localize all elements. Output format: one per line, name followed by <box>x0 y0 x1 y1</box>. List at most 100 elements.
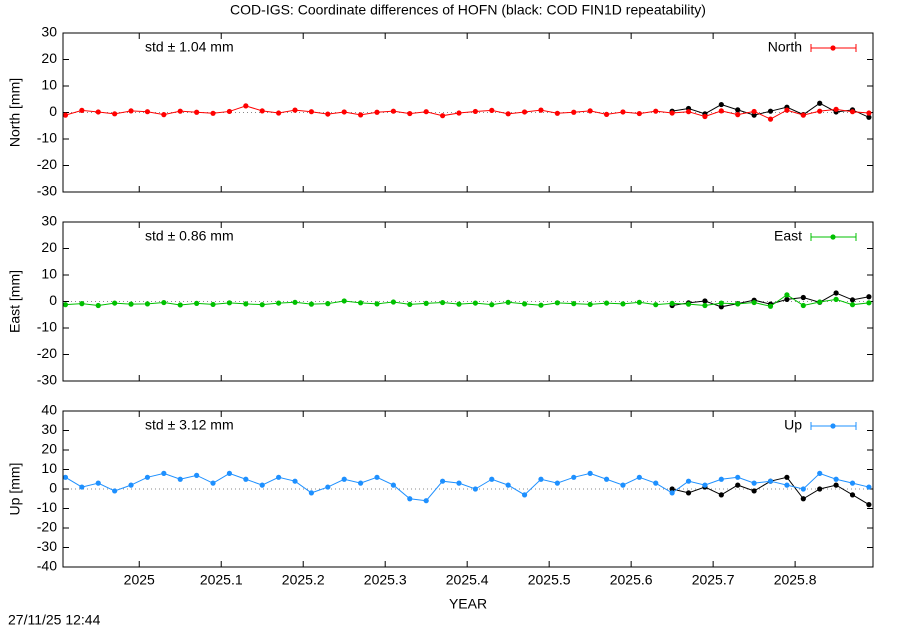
data-point <box>95 302 101 309</box>
data-point <box>390 299 396 305</box>
plot-frame <box>62 410 874 568</box>
data-point <box>423 300 429 306</box>
data-point <box>62 112 69 118</box>
series-line <box>65 294 869 307</box>
plot-frame <box>62 32 874 193</box>
data-point <box>456 480 462 486</box>
data-point <box>866 300 872 306</box>
data-point <box>521 492 528 498</box>
data-point <box>554 110 560 116</box>
data-point <box>767 478 774 484</box>
y-tick-label: -20 <box>37 156 57 172</box>
data-point <box>554 480 560 486</box>
data-point <box>308 490 315 496</box>
data-point <box>276 300 282 306</box>
legend-marker <box>830 423 836 429</box>
data-point <box>243 476 249 482</box>
y-tick-label: 0 <box>49 292 57 308</box>
x-tick-label: 2025.5 <box>528 572 571 588</box>
data-point <box>210 110 216 116</box>
data-point <box>603 111 610 117</box>
data-point <box>669 486 675 492</box>
data-point <box>538 302 544 308</box>
data-point <box>374 109 380 115</box>
data-point <box>325 111 331 117</box>
annotation: std ± 3.12 mm <box>145 417 234 433</box>
data-point <box>866 294 872 300</box>
data-point <box>669 490 675 496</box>
annotation: std ± 0.86 mm <box>145 228 234 244</box>
data-point <box>194 472 200 478</box>
data-point <box>276 474 282 480</box>
data-point <box>587 301 593 308</box>
data-point <box>341 298 347 304</box>
data-point <box>226 300 233 306</box>
data-point <box>849 302 856 308</box>
data-point <box>817 108 823 114</box>
data-point <box>718 304 724 310</box>
timestamp: 27/11/25 12:44 <box>8 612 101 628</box>
data-point <box>620 482 626 488</box>
data-point <box>685 490 692 496</box>
data-point <box>866 114 872 120</box>
x-axis-label: YEAR <box>449 596 487 612</box>
data-point <box>161 299 167 306</box>
data-point <box>817 100 823 106</box>
data-point <box>849 109 856 115</box>
data-point <box>292 478 298 484</box>
data-point <box>177 302 183 308</box>
data-point <box>735 112 741 118</box>
data-point <box>390 482 396 488</box>
series-line <box>65 105 869 120</box>
data-point <box>866 110 872 116</box>
data-point <box>358 112 364 118</box>
data-point <box>456 301 462 307</box>
data-point <box>112 300 118 306</box>
data-point <box>243 301 249 307</box>
x-tick-label: 2025.2 <box>282 572 325 588</box>
data-point <box>489 476 495 482</box>
data-point <box>800 302 806 309</box>
y-tick-label: -40 <box>37 558 57 574</box>
y-axis-label: East [mm] <box>7 270 23 333</box>
data-point <box>62 474 69 480</box>
annotation: std ± 1.04 mm <box>145 39 234 55</box>
data-point <box>472 486 478 492</box>
data-point <box>849 297 856 303</box>
data-point <box>79 484 85 490</box>
data-point <box>849 492 856 498</box>
data-point <box>194 109 200 115</box>
data-point <box>341 476 347 482</box>
data-point <box>128 108 134 114</box>
data-point <box>423 498 429 504</box>
legend-label: East <box>774 228 802 244</box>
data-point <box>177 108 183 114</box>
data-point <box>685 478 692 484</box>
data-point <box>718 476 724 482</box>
data-point <box>554 300 560 306</box>
data-point <box>800 496 806 502</box>
data-point <box>390 108 396 114</box>
x-tick-label: 2025.7 <box>692 572 735 588</box>
data-point <box>685 109 692 115</box>
data-point <box>308 301 315 307</box>
data-point <box>817 299 823 305</box>
y-tick-label: 30 <box>41 24 57 40</box>
data-point <box>718 101 724 108</box>
data-point <box>784 107 790 113</box>
data-point <box>603 300 610 306</box>
data-point <box>718 300 724 306</box>
data-point <box>735 482 741 488</box>
series-line <box>65 472 870 502</box>
data-point <box>735 107 741 113</box>
data-point <box>685 301 692 307</box>
data-point <box>767 303 774 309</box>
y-tick-label: 20 <box>41 441 57 457</box>
data-point <box>95 109 101 115</box>
data-point <box>95 480 101 486</box>
data-point <box>538 476 544 482</box>
data-point <box>784 292 790 298</box>
data-point <box>292 107 298 113</box>
data-point <box>226 108 233 115</box>
data-point <box>833 482 839 488</box>
